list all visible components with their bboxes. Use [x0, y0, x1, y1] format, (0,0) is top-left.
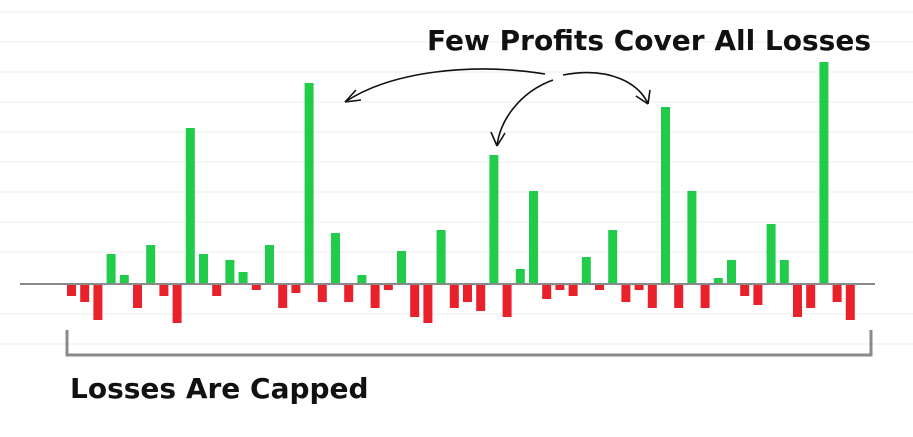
losses-bracket [65, 330, 873, 357]
loss-bar [317, 284, 327, 302]
loss-bar [845, 284, 855, 320]
loss-bar [568, 284, 578, 296]
loss-bar [740, 284, 750, 296]
profit-bar [661, 107, 670, 284]
profit-bar [225, 260, 235, 284]
loss-bar [423, 284, 433, 323]
profit-bar [766, 224, 776, 284]
profit-bar [529, 191, 538, 284]
bars [67, 62, 855, 323]
arrow-left-head [344, 89, 362, 103]
loss-bar [278, 284, 288, 308]
loss-bar [753, 284, 763, 305]
profit-bar [397, 251, 406, 284]
chart-annotation-title: Few Profits Cover All Losses [427, 24, 871, 57]
loss-bar [67, 284, 76, 296]
loss-bar [410, 284, 420, 317]
loss-bar [832, 284, 842, 302]
profit-bar [489, 155, 499, 284]
loss-bar [172, 284, 182, 323]
arrow-right [562, 71, 649, 105]
arrow-middle-head [490, 131, 506, 147]
loss-bar [502, 284, 512, 317]
profit-bar [265, 245, 274, 284]
loss-bar [555, 284, 565, 290]
profit-bar [713, 278, 723, 284]
loss-bar [634, 284, 644, 290]
loss-bar [674, 284, 684, 308]
profit-bar [238, 272, 248, 284]
arrow-right-head [635, 89, 651, 105]
profit-bar [515, 269, 525, 284]
loss-bar [93, 284, 103, 320]
loss-bar [806, 284, 816, 308]
loss-bar [344, 284, 354, 302]
profit-bar [608, 230, 618, 284]
profit-bar [581, 257, 591, 284]
arrow-middle [496, 79, 554, 147]
profit-bar [687, 191, 697, 284]
loss-bar [463, 284, 472, 302]
profit-bar [819, 62, 829, 284]
profit-bar [779, 260, 789, 284]
loss-bar [647, 284, 657, 308]
loss-bar [542, 284, 552, 299]
loss-bar [370, 284, 380, 308]
annotation-arrows [344, 68, 651, 147]
chart-annotation-footer: Losses Are Capped [70, 372, 369, 405]
profit-bar [727, 260, 736, 284]
loss-bar [251, 284, 261, 290]
profit-bar [436, 230, 446, 284]
loss-bar [621, 284, 631, 302]
loss-bar [793, 284, 802, 317]
loss-bar [476, 284, 486, 311]
loss-bar [595, 284, 604, 290]
loss-bar [291, 284, 301, 293]
profit-bar [185, 128, 195, 284]
profit-bar [106, 254, 116, 284]
profit-bar [357, 275, 367, 284]
profit-bar [304, 83, 314, 284]
loss-bar [383, 284, 393, 290]
profit-bar [119, 275, 129, 284]
loss-bar [700, 284, 710, 308]
loss-bar [212, 284, 222, 296]
arrow-left [344, 68, 546, 103]
loss-bar [159, 284, 169, 296]
profit-bar [146, 245, 156, 284]
loss-bar [80, 284, 90, 302]
loss-bar [449, 284, 459, 308]
profit-bar [331, 233, 340, 284]
profit-bar [199, 254, 208, 284]
loss-bar [133, 284, 142, 308]
